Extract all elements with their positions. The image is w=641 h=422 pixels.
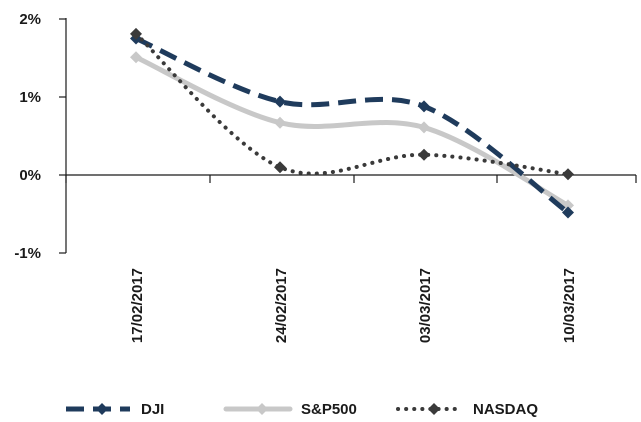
data-point (274, 95, 286, 108)
data-point (130, 51, 142, 64)
data-point (274, 116, 286, 129)
x-tick-label: 24/02/2017 (273, 268, 290, 343)
y-axis: 2% 1% 0% -1% (14, 11, 67, 262)
series-layer (130, 27, 574, 219)
legend-item-s-p500: S&P500 (223, 401, 357, 418)
y-tick-label: 0% (19, 167, 41, 184)
x-axis: 17/02/2017 24/02/2017 03/03/2017 10/03/2017 (65, 174, 637, 343)
x-tick-label: 03/03/2017 (417, 268, 434, 343)
data-point (418, 100, 430, 113)
legend-item-nasdaq: NASDAQ (396, 401, 538, 418)
data-point (130, 27, 142, 40)
data-point (418, 148, 430, 161)
data-point (562, 168, 574, 181)
legend-label: NASDAQ (473, 401, 538, 418)
series-line (134, 31, 570, 177)
legend-marker-icon (428, 403, 440, 415)
legend-marker-icon (256, 403, 268, 415)
series-nasdaq (130, 27, 574, 181)
legend-label: S&P500 (301, 401, 357, 418)
legend-item-dji: DJI (66, 401, 164, 418)
x-tick-label: 17/02/2017 (129, 268, 146, 343)
y-tick-label: 1% (19, 89, 41, 106)
legend-label: DJI (141, 401, 164, 418)
legend-marker-icon (96, 403, 108, 415)
data-point (274, 161, 286, 174)
y-tick-label: 2% (19, 11, 41, 28)
series-s-p500 (130, 51, 574, 212)
legend: DJI S&P500 NASDAQ (66, 401, 538, 418)
y-tick-label: -1% (14, 245, 41, 262)
series-line (133, 54, 571, 208)
data-point (562, 206, 574, 219)
x-tick-label: 10/03/2017 (561, 268, 578, 343)
data-point (418, 121, 430, 134)
data-point (562, 199, 574, 212)
